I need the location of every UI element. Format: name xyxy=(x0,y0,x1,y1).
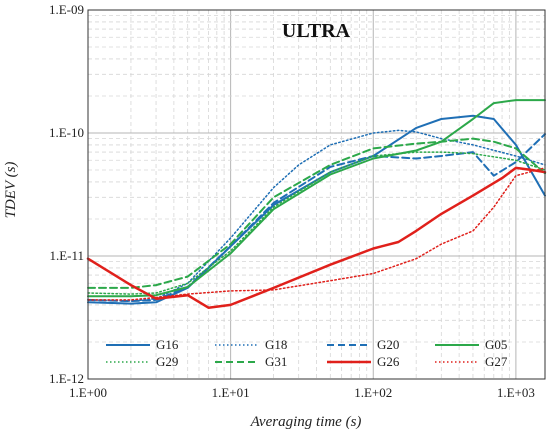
y-tick-label: 1.E-10 xyxy=(49,125,84,140)
legend-label: G27 xyxy=(485,354,508,369)
legend-label: G20 xyxy=(377,337,399,352)
x-tick-label: 1.E+01 xyxy=(212,385,250,400)
legend-label: G18 xyxy=(265,337,287,352)
chart-title: ULTRA xyxy=(282,20,351,42)
series-line-g31 xyxy=(87,137,546,289)
x-tick-label: 1.E+00 xyxy=(69,385,107,400)
legend-label: G16 xyxy=(156,337,179,352)
series-line-g27 xyxy=(87,167,546,301)
series-line-g18 xyxy=(87,129,546,302)
x-tick-labels: 1.E+00 1.E+01 1.E+02 1.E+03 xyxy=(69,385,535,400)
x-tick-label: 1.E+02 xyxy=(354,385,392,400)
series-line-g05 xyxy=(87,99,546,298)
y-tick-label: 1.E-12 xyxy=(49,371,84,386)
x-tick-label: 1.E+03 xyxy=(497,385,535,400)
legend-label: G26 xyxy=(377,354,400,369)
series-lines xyxy=(86,99,547,309)
legend-label: G29 xyxy=(156,354,178,369)
series-line-g26 xyxy=(86,166,547,309)
y-tick-labels: 1.E-12 1.E-11 1.E-10 1.E-09 xyxy=(49,2,84,386)
legend-label: G05 xyxy=(485,337,507,352)
y-tick-label: 1.E-09 xyxy=(49,2,84,17)
y-tick-label: 1.E-11 xyxy=(49,248,84,263)
series-line-g29 xyxy=(87,151,546,295)
legend-label: G31 xyxy=(265,354,287,369)
y-axis-title: TDEV (s) xyxy=(3,162,19,219)
plot-frame xyxy=(87,9,546,380)
x-axis-title: Averaging time (s) xyxy=(250,414,362,430)
legend: G16 G18 G20 G05 G29 G31 G26 G27 xyxy=(106,337,508,369)
